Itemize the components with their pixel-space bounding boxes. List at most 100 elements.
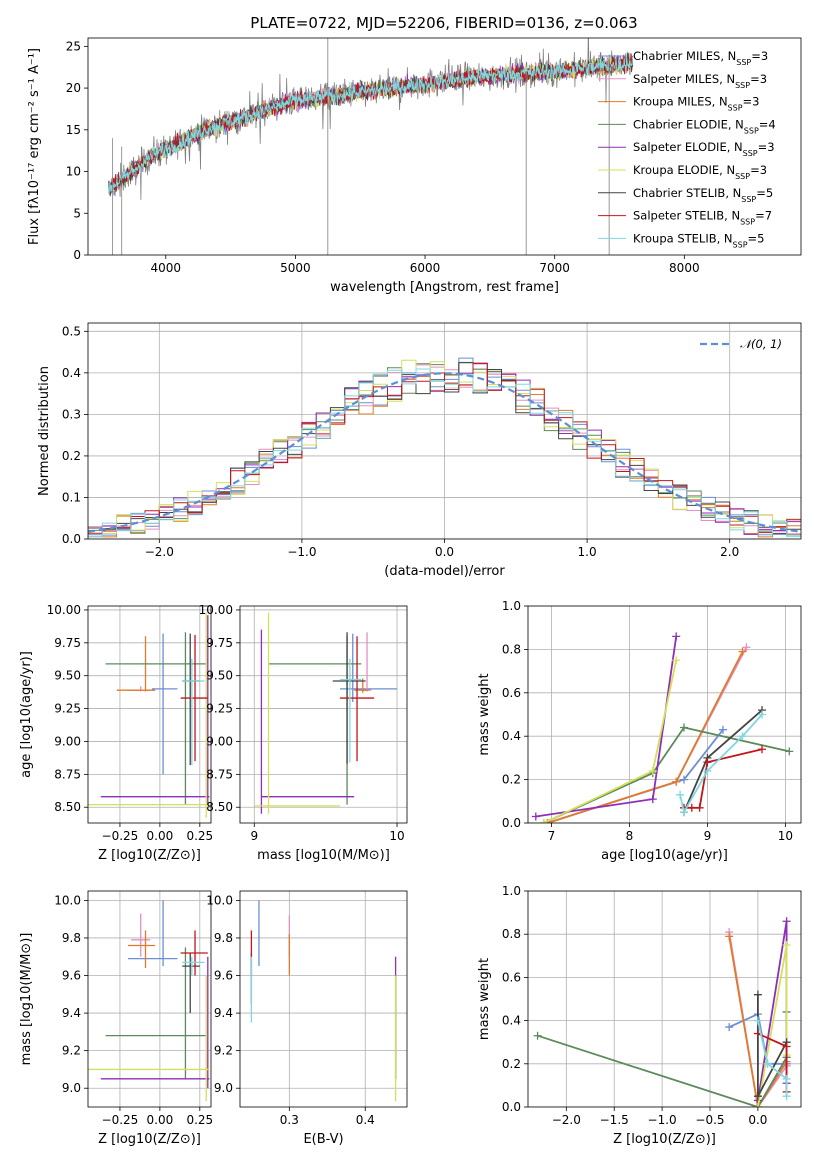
weight-marker (782, 1092, 791, 1101)
x-tick-label: −1.0 (648, 1113, 677, 1127)
errorbar-point (180, 634, 208, 762)
y-tick-label: 9.75 (54, 636, 81, 650)
y-axis-label: age [log10(age/yr)] (19, 651, 34, 778)
weight-marker (753, 1016, 762, 1025)
weight-series (728, 936, 788, 1107)
y-tick-label: 0.0 (502, 816, 521, 830)
figure-title: PLATE=0722, MJD=52206, FIBERID=0136, z=0… (250, 14, 637, 32)
y-tick-label: 9.8 (214, 931, 233, 945)
errorbar-point (131, 913, 151, 957)
x-tick-label: −0.25 (102, 829, 139, 843)
legend-entry: Chabrier ELODIE, NSSP=4 (633, 117, 776, 135)
y-axis-label: mass weight (477, 673, 492, 755)
errorbar-point (105, 632, 207, 805)
y-tick-label: 9.0 (214, 1081, 233, 1095)
observed-spectrum (108, 38, 633, 200)
weight-marker (676, 790, 685, 799)
errorbar-point (182, 658, 205, 766)
x-axis-label: Z [log10(Z/Z⊙)] (98, 848, 201, 863)
x-tick-label: −2.0 (552, 1113, 581, 1127)
legend: Chabrier MILES, NSSP=3 Salpeter MILES, NS… (598, 49, 776, 249)
x-tick-label: 0.0 (435, 545, 454, 559)
y-axis-label: Normed distribution (37, 366, 52, 496)
y-tick-label: 10 (66, 165, 81, 179)
legend-entry: Chabrier MILES, NSSP=3 (633, 49, 768, 67)
legend-entry: Salpeter STELIB, NSSP=7 (633, 209, 772, 227)
errorbar-point (339, 658, 362, 763)
weight-marker (738, 647, 747, 656)
y-tick-label: 8.50 (206, 800, 233, 814)
weight-marker (763, 1059, 772, 1068)
y-tick-label: 9.25 (206, 702, 233, 716)
errorbar-point (105, 947, 207, 1079)
weight-marker (782, 1074, 791, 1083)
y-tick-label: 8.50 (54, 800, 81, 814)
model-spectrum (108, 56, 633, 194)
legend-entry: Kroupa ELODIE, NSSP=3 (633, 163, 767, 181)
weight-marker (648, 795, 657, 804)
x-tick-label: 8 (626, 829, 634, 843)
y-tick-label: 9.4 (62, 1006, 81, 1020)
panel-mass_vs_Z: −0.25 0.00 0.25 9.0 9.2 9.4 9.6 9.8 10.0 Z [log10… (19, 890, 213, 1147)
y-tick-label: 9.2 (62, 1044, 81, 1058)
axes-frame (87, 890, 212, 1108)
y-tick-label: 9.8 (62, 931, 81, 945)
legend-entry: Salpeter ELODIE, NSSP=3 (633, 140, 775, 158)
plot-area (108, 38, 633, 255)
errorbar-point (100, 615, 210, 805)
y-tick-label: 9.0 (62, 1081, 81, 1095)
weight-series (684, 748, 763, 809)
weight-marker (680, 775, 688, 784)
plot-area (88, 891, 211, 1107)
weight-marker (758, 745, 766, 754)
plot-area (528, 891, 801, 1107)
axes-frame (87, 322, 802, 540)
legend-entry: 𝒩(0, 1) (740, 337, 782, 351)
y-tick-label: 0.8 (502, 642, 521, 656)
errorbar-point (127, 930, 156, 969)
x-tick-label: 10 (389, 829, 404, 843)
x-tick-label: −1.5 (600, 1113, 629, 1127)
panel-mass_vs_ebv: 0.3 0.4 9.0 9.2 9.4 9.6 9.8 10.0 E(B-V) (206, 890, 408, 1147)
y-tick-label: 0.2 (62, 449, 81, 463)
weight-marker (782, 1042, 791, 1051)
errorbar-point (339, 633, 398, 703)
x-axis-label: wavelength [Angstrom, rest frame] (330, 280, 559, 295)
errorbar-point (88, 612, 210, 818)
errorbar-point (88, 975, 210, 1102)
legend-entry: Chabrier STELIB, NSSP=5 (633, 186, 773, 204)
y-tick-label: 0.8 (502, 927, 521, 941)
y-tick-label: 15 (66, 123, 81, 137)
weight-marker (753, 990, 762, 999)
y-tick-label: 8.75 (206, 767, 233, 781)
legend-entry: Salpeter MILES, NSSP=3 (633, 72, 767, 90)
x-tick-label: 0.3 (280, 1113, 299, 1127)
weight-marker (703, 766, 712, 775)
weight-marker (703, 758, 712, 767)
legend-entry: Kroupa MILES, NSSP=3 (633, 95, 759, 113)
y-tick-label: 9.00 (206, 734, 233, 748)
errorbar-point (180, 930, 208, 976)
weight-marker (680, 808, 688, 817)
y-tick-label: 0 (73, 248, 81, 262)
y-tick-label: 20 (66, 81, 81, 95)
y-tick-label: 0.0 (62, 532, 81, 546)
weight-marker (753, 1103, 762, 1107)
weight-marker (648, 766, 657, 775)
normal-curve (88, 372, 801, 533)
x-tick-label: −0.5 (695, 1113, 724, 1127)
y-tick-label: 9.2 (214, 1044, 233, 1058)
y-tick-label: 1.0 (502, 599, 521, 613)
x-tick-label: 9 (704, 829, 712, 843)
panel-spectrum: 4000 5000 6000 7000 8000 0 5 10 15 20 25 wavelength… (27, 37, 802, 295)
legend-entry: Kroupa STELIB, NSSP=5 (633, 231, 764, 249)
weight-marker (680, 723, 688, 732)
axes-frame (527, 890, 802, 1108)
plot-area (240, 891, 407, 1107)
x-tick-label: 0.25 (186, 829, 213, 843)
x-axis-label: mass [log10(M/M⊙)] (257, 848, 390, 863)
errorbar-point (260, 629, 355, 814)
x-tick-label: −2.0 (145, 545, 174, 559)
panel-residuals: −2.0 −1.0 0.0 1.0 2.0 0.0 0.1 0.2 0.3 0.4 0.5 (data… (37, 322, 802, 579)
x-tick-label: 7 (548, 829, 556, 843)
